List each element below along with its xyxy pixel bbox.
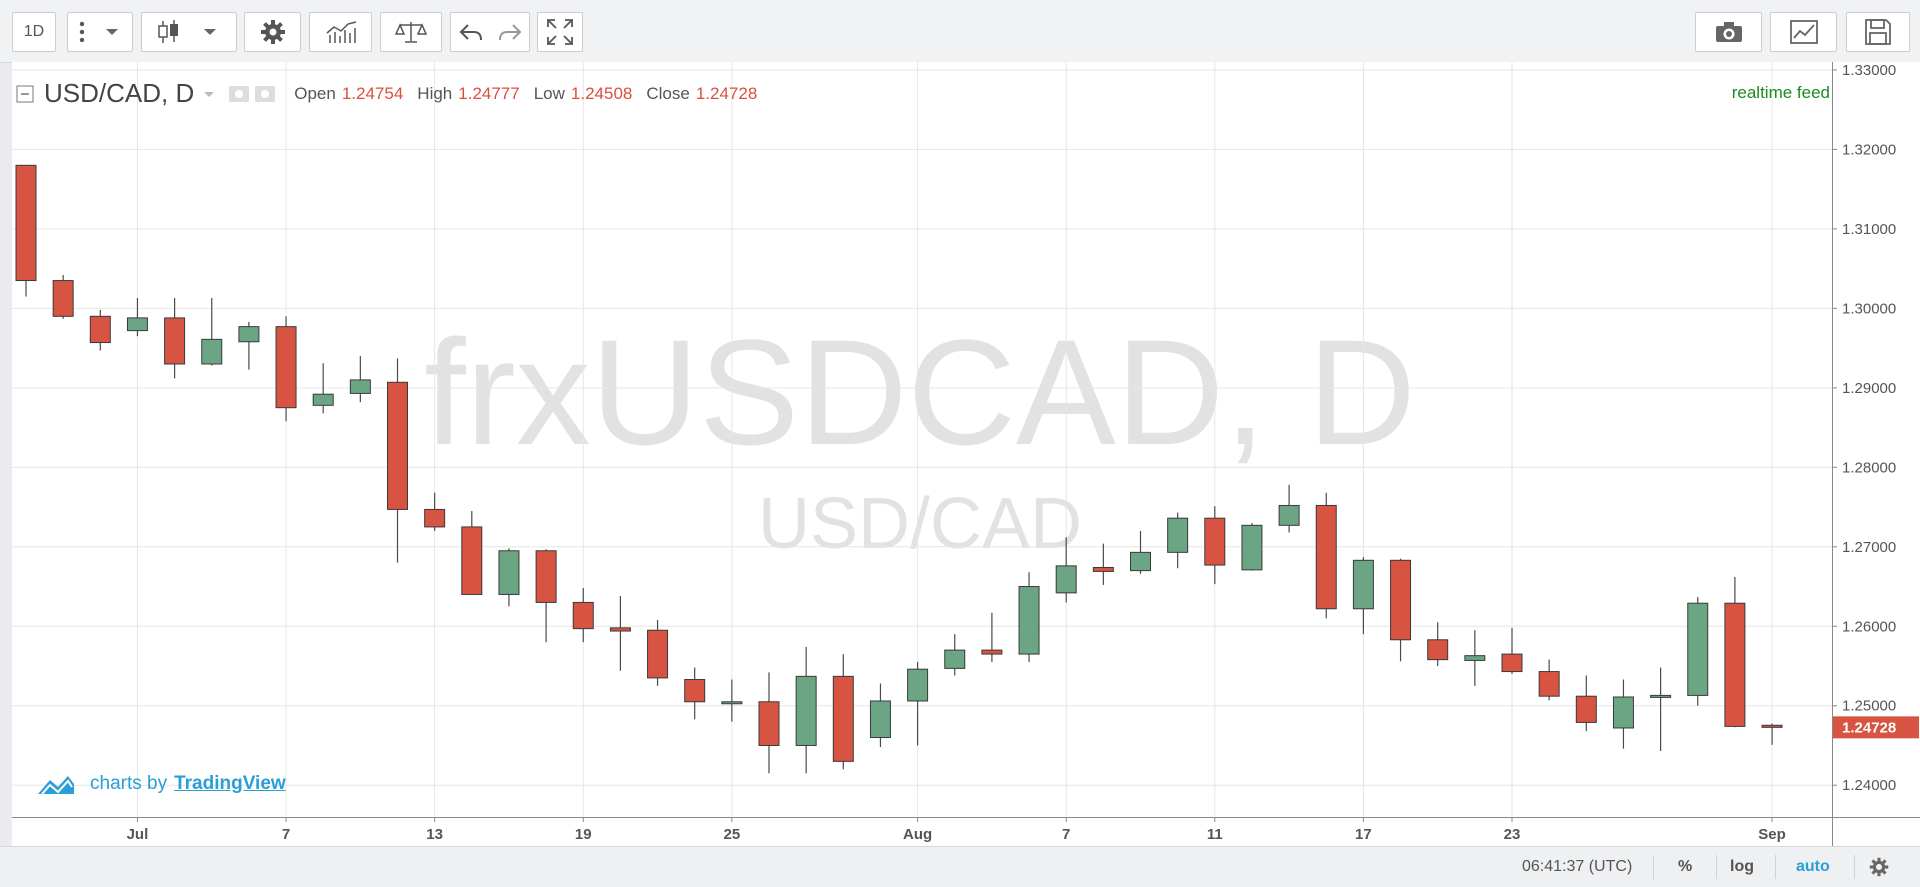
low-label: Low bbox=[533, 83, 565, 103]
utc-clock[interactable]: 06:41:37 (UTC) bbox=[1522, 858, 1633, 875]
chart-properties-button[interactable] bbox=[1770, 12, 1837, 52]
indicators-icon bbox=[326, 21, 356, 43]
indicators-button[interactable] bbox=[309, 12, 372, 52]
settings-button[interactable] bbox=[244, 12, 301, 52]
fullscreen-button[interactable] bbox=[537, 12, 583, 52]
symbol-chevron-icon[interactable] bbox=[202, 89, 216, 99]
interval-menu-button[interactable] bbox=[67, 12, 133, 52]
time-axis[interactable] bbox=[12, 817, 1832, 846]
auto-scale-toggle[interactable]: auto bbox=[1796, 858, 1830, 875]
series-settings-icon[interactable] bbox=[254, 84, 276, 104]
chart-style-button[interactable] bbox=[141, 12, 237, 52]
eye-icon[interactable] bbox=[228, 84, 250, 104]
chart-pane[interactable] bbox=[12, 62, 1832, 817]
chevron-down-icon bbox=[106, 29, 118, 35]
status-divider bbox=[1716, 855, 1717, 879]
chevron-down-icon bbox=[204, 29, 216, 35]
more-vertical-icon bbox=[79, 21, 85, 43]
collapse-legend-icon[interactable] bbox=[16, 85, 34, 103]
gear-icon bbox=[260, 20, 285, 44]
tradingview-logo-icon bbox=[38, 776, 74, 795]
snapshot-button[interactable] bbox=[1695, 12, 1762, 52]
camera-icon bbox=[1715, 22, 1742, 42]
fullscreen-icon bbox=[547, 19, 573, 45]
status-divider bbox=[1854, 855, 1855, 879]
branding-prefix: charts by bbox=[90, 773, 168, 794]
branding-link[interactable]: TradingView bbox=[174, 773, 286, 794]
low-value: 1.24508 bbox=[570, 83, 633, 103]
high-value: 1.24777 bbox=[458, 83, 520, 103]
status-divider bbox=[1653, 855, 1654, 879]
interval-label: 1D bbox=[23, 23, 45, 40]
save-icon bbox=[1865, 19, 1891, 45]
symbol-title[interactable]: USD/CAD, D bbox=[44, 78, 195, 108]
compare-button[interactable] bbox=[380, 12, 442, 52]
undo-redo-group bbox=[450, 12, 530, 52]
gear-icon[interactable] bbox=[1869, 857, 1889, 877]
close-value: 1.24728 bbox=[695, 83, 758, 103]
price-axis[interactable] bbox=[1832, 62, 1920, 817]
redo-icon[interactable] bbox=[497, 21, 523, 43]
save-button[interactable] bbox=[1846, 12, 1910, 52]
compare-icon bbox=[395, 22, 427, 43]
axis-corner bbox=[1832, 817, 1920, 846]
tradingview-branding[interactable]: charts by TradingView bbox=[36, 772, 286, 796]
realtime-feed-label: realtime feed bbox=[1731, 83, 1830, 102]
series-legend: USD/CAD, D Open 1.24754 High 1.24777 Low… bbox=[16, 78, 771, 109]
high-label: High bbox=[417, 83, 453, 103]
undo-icon[interactable] bbox=[458, 21, 484, 43]
open-label: Open bbox=[294, 83, 336, 103]
open-value: 1.24754 bbox=[341, 83, 404, 103]
interval-button[interactable]: 1D bbox=[12, 12, 56, 52]
status-divider bbox=[1775, 855, 1776, 879]
close-label: Close bbox=[646, 83, 690, 103]
percent-scale-toggle[interactable]: % bbox=[1678, 858, 1693, 875]
chart-properties-icon bbox=[1789, 20, 1818, 44]
top-toolbar: 1D bbox=[0, 0, 1920, 63]
candles-icon bbox=[158, 20, 178, 43]
status-bar: 06:41:37 (UTC) % log auto bbox=[0, 846, 1920, 887]
log-scale-toggle[interactable]: log bbox=[1730, 858, 1754, 875]
